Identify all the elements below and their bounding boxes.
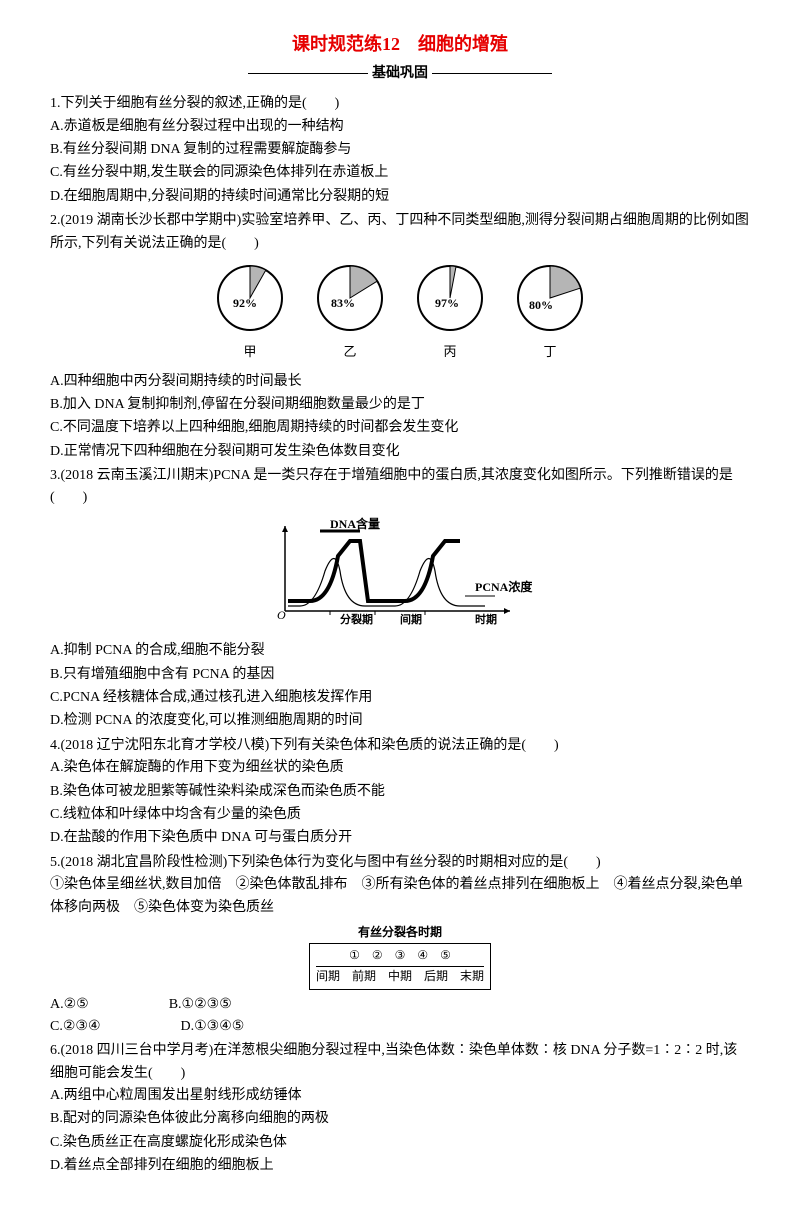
stage-labels: ① ② ③ ④ ⑤	[316, 946, 484, 967]
q2-stem: 2.(2019 湖南长沙长郡中学期中)实验室培养甲、乙、丙、丁四种不同类型细胞,…	[50, 210, 750, 255]
q4-stem: 4.(2018 辽宁沈阳东北育才学校八模)下列有关染色体和染色质的说法正确的是(…	[50, 735, 750, 757]
q2-opt-b: B.加入 DNA 复制抑制剂,停留在分裂间期细胞数量最少的是丁	[50, 394, 750, 416]
stage-names: 间期 前期 中期 后期 末期	[316, 967, 484, 986]
stage-box: ① ② ③ ④ ⑤ 间期 前期 中期 后期 末期	[309, 943, 491, 989]
pcna-label: PCNA浓度	[475, 579, 533, 594]
q5-opt-d: D.①③④⑤	[181, 1016, 245, 1038]
pie-jia: 92% 甲	[215, 263, 285, 363]
question-4: 4.(2018 辽宁沈阳东北育才学校八模)下列有关染色体和染色质的说法正确的是(…	[50, 735, 750, 850]
q1-opt-a: A.赤道板是细胞有丝分裂过程中出现的一种结构	[50, 116, 750, 138]
pie-pct: 80%	[529, 298, 553, 312]
q6-opt-a: A.两组中心粒周围发出星射线形成纺锤体	[50, 1085, 750, 1107]
q2-pie-row: 92% 甲 83% 乙 97% 丙 80%	[50, 263, 750, 363]
question-3: 3.(2018 云南玉溪江川期末)PCNA 是一类只存在于增殖细胞中的蛋白质,其…	[50, 465, 750, 733]
pie-pct: 83%	[331, 296, 355, 310]
q4-opt-b: B.染色体可被龙胆紫等碱性染料染成深色而染色质不能	[50, 781, 750, 803]
q2-options: A.四种细胞中丙分裂间期持续的时间最长 B.加入 DNA 复制抑制剂,停留在分裂…	[50, 371, 750, 464]
divider-right	[432, 73, 552, 74]
pie-label: 甲	[215, 342, 285, 363]
pie-bing: 97% 丙	[415, 263, 485, 363]
q2-opt-d: D.正常情况下四种细胞在分裂间期可发生染色体数目变化	[50, 441, 750, 463]
title-text: 课时规范练12 细胞的增殖	[292, 34, 508, 54]
stage-header: 有丝分裂各时期	[309, 923, 491, 942]
pie-label: 丙	[415, 342, 485, 363]
divider-left	[248, 73, 368, 74]
pie-yi: 83% 乙	[315, 263, 385, 363]
q5-opt-b: B.①②③⑤	[169, 994, 232, 1016]
q3-opt-d: D.检测 PCNA 的浓度变化,可以推测细胞周期的时间	[50, 710, 750, 732]
q6-opt-d: D.着丝点全部排列在细胞的细胞板上	[50, 1155, 750, 1177]
page-title: 课时规范练12 细胞的增殖	[50, 30, 750, 59]
pie-chart-icon: 80%	[515, 263, 585, 333]
q4-opt-c: C.线粒体和叶绿体中均含有少量的染色质	[50, 804, 750, 826]
subtitle-row: 基础巩固	[50, 63, 750, 85]
pie-chart-icon: 97%	[415, 263, 485, 333]
q3-stem: 3.(2018 云南玉溪江川期末)PCNA 是一类只存在于增殖细胞中的蛋白质,其…	[50, 465, 750, 510]
subtitle-text: 基础巩固	[368, 63, 432, 85]
q5-opt-a: A.②⑤	[50, 994, 89, 1016]
dna-graph-icon: DNA含量 PCNA浓度 O 分裂期 间期 时期	[260, 516, 540, 626]
q3-opt-b: B.只有增殖细胞中含有 PCNA 的基因	[50, 664, 750, 686]
pie-pct: 92%	[233, 296, 257, 310]
q5-row-1: A.②⑤ B.①②③⑤	[50, 994, 750, 1016]
q3-options: A.抑制 PCNA 的合成,细胞不能分裂 B.只有增殖细胞中含有 PCNA 的基…	[50, 640, 750, 733]
q3-figure: DNA含量 PCNA浓度 O 分裂期 间期 时期	[50, 516, 750, 634]
q1-stem: 1.下列关于细胞有丝分裂的叙述,正确的是( )	[50, 93, 750, 115]
question-5: 5.(2018 湖北宜昌阶段性检测)下列染色体行为变化与图中有丝分裂的时期相对应…	[50, 852, 750, 1039]
origin-label: O	[277, 608, 286, 622]
q6-opt-c: C.染色质丝正在高度螺旋化形成染色体	[50, 1132, 750, 1154]
dna-label: DNA含量	[330, 516, 380, 531]
q6-opt-b: B.配对的同源染色体彼此分离移向细胞的两极	[50, 1108, 750, 1130]
q3-opt-c: C.PCNA 经核糖体合成,通过核孔进入细胞核发挥作用	[50, 687, 750, 709]
q5-opt-c: C.②③④	[50, 1016, 101, 1038]
question-6: 6.(2018 四川三台中学月考)在洋葱根尖细胞分裂过程中,当染色体数∶染色单体…	[50, 1040, 750, 1177]
q5-stage-diagram: 有丝分裂各时期 ① ② ③ ④ ⑤ 间期 前期 中期 后期 末期	[50, 923, 750, 990]
x-label-2: 间期	[400, 612, 422, 626]
q6-options: A.两组中心粒周围发出星射线形成纺锤体 B.配对的同源染色体彼此分离移向细胞的两…	[50, 1085, 750, 1178]
question-1: 1.下列关于细胞有丝分裂的叙述,正确的是( ) A.赤道板是细胞有丝分裂过程中出…	[50, 93, 750, 208]
q3-opt-a: A.抑制 PCNA 的合成,细胞不能分裂	[50, 640, 750, 662]
q5-row-2: C.②③④ D.①③④⑤	[50, 1016, 750, 1038]
q1-opt-c: C.有丝分裂中期,发生联会的同源染色体排列在赤道板上	[50, 162, 750, 184]
q2-opt-a: A.四种细胞中丙分裂间期持续的时间最长	[50, 371, 750, 393]
x-label-3: 时期	[475, 612, 497, 626]
q1-opt-b: B.有丝分裂间期 DNA 复制的过程需要解旋酶参与	[50, 139, 750, 161]
q4-opt-d: D.在盐酸的作用下染色质中 DNA 可与蛋白质分开	[50, 827, 750, 849]
q5-stem: 5.(2018 湖北宜昌阶段性检测)下列染色体行为变化与图中有丝分裂的时期相对应…	[50, 852, 750, 874]
q4-options: A.染色体在解旋酶的作用下变为细丝状的染色质 B.染色体可被龙胆紫等碱性染料染成…	[50, 757, 750, 850]
pie-chart-icon: 92%	[215, 263, 285, 333]
q1-opt-d: D.在细胞周期中,分裂间期的持续时间通常比分裂期的短	[50, 186, 750, 208]
pie-label: 乙	[315, 342, 385, 363]
q2-opt-c: C.不同温度下培养以上四种细胞,细胞周期持续的时间都会发生变化	[50, 417, 750, 439]
q6-stem: 6.(2018 四川三台中学月考)在洋葱根尖细胞分裂过程中,当染色体数∶染色单体…	[50, 1040, 750, 1085]
q1-options: A.赤道板是细胞有丝分裂过程中出现的一种结构 B.有丝分裂间期 DNA 复制的过…	[50, 116, 750, 209]
q5-desc: ①染色体呈细丝状,数目加倍 ②染色体散乱排布 ③所有染色体的着丝点排列在细胞板上…	[50, 874, 750, 919]
x-label-1: 分裂期	[340, 612, 373, 626]
pie-label: 丁	[515, 342, 585, 363]
q4-opt-a: A.染色体在解旋酶的作用下变为细丝状的染色质	[50, 757, 750, 779]
question-2: 2.(2019 湖南长沙长郡中学期中)实验室培养甲、乙、丙、丁四种不同类型细胞,…	[50, 210, 750, 463]
pie-pct: 97%	[435, 296, 459, 310]
pie-ding: 80% 丁	[515, 263, 585, 363]
pie-chart-icon: 83%	[315, 263, 385, 333]
